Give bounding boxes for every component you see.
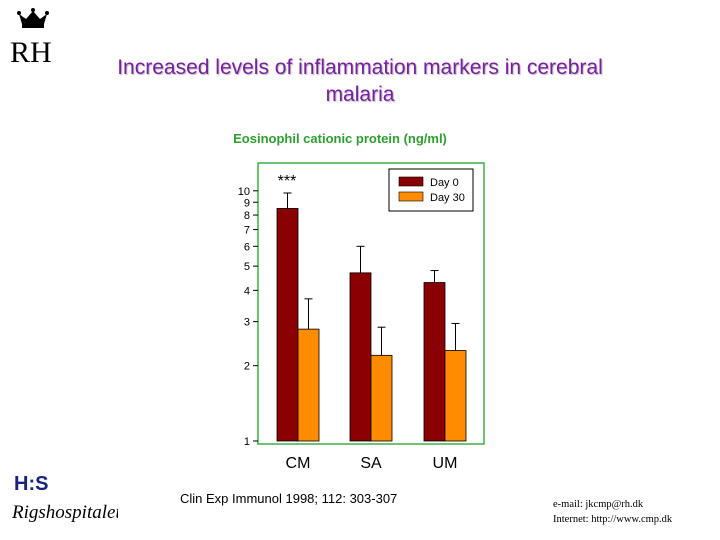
bar-sa-day-0 (349, 272, 372, 442)
y-tick-label: 8 (244, 210, 250, 222)
y-tick-label: 2 (244, 361, 250, 373)
rh-crown-logo: RH (10, 8, 52, 69)
y-tick-label: 1 (244, 436, 250, 448)
slide-title: Increased levels of inflammation markers… (40, 54, 680, 108)
rigshospitalet-logo-text: Rigshospitalet (11, 502, 118, 523)
y-tick-label: 3 (244, 317, 250, 329)
legend-label: Day 30 (430, 192, 465, 204)
rh-logo-text: RH (10, 36, 52, 69)
legend-swatch (398, 176, 424, 187)
y-tick-label: 6 (244, 241, 250, 253)
bar-cm-day-30 (297, 328, 320, 442)
y-tick-label: 7 (244, 225, 250, 237)
y-tick-label: 9 (244, 197, 250, 209)
plot-frame (257, 162, 485, 445)
citation: Clin Exp Immunol 1998; 112: 303-307 (180, 491, 398, 506)
bar-sa-day-30 (370, 354, 393, 442)
legend-box (388, 168, 474, 212)
y-tick-label: 10 (238, 186, 250, 198)
rigshospitalet-logo: H:S Rigshospitalet (11, 473, 118, 523)
y-tick-label: 4 (244, 285, 250, 297)
legend-swatch (398, 191, 424, 202)
hs-logo-mark: H:S (14, 473, 48, 495)
slide-title-line2: malaria (325, 83, 395, 106)
contact-info: e-mail: jkcmp@rh.dk Internet: http://www… (553, 497, 672, 527)
legend: Day 0 Day 30 (388, 168, 474, 212)
bar-um-day-30 (444, 350, 467, 442)
x-tick-label: SA (360, 455, 382, 472)
contact-internet: Internet: http://www.cmp.dk (553, 514, 673, 525)
contact-email: e-mail: jkcmp@rh.dk (553, 499, 644, 510)
crown-icon (17, 8, 49, 28)
bar-um-day-0 (423, 282, 446, 442)
y-tick-label: 5 (244, 261, 250, 273)
chart-title: Eosinophil cationic protein (ng/ml) (233, 131, 447, 146)
bar-cm-day-0 (276, 208, 299, 442)
significance-annotation: *** (278, 173, 297, 190)
legend-label: Day 0 (430, 177, 459, 189)
x-tick-label: CM (286, 455, 311, 472)
slide-title-line1: Increased levels of inflammation markers… (117, 56, 603, 79)
x-tick-label: UM (433, 455, 458, 472)
